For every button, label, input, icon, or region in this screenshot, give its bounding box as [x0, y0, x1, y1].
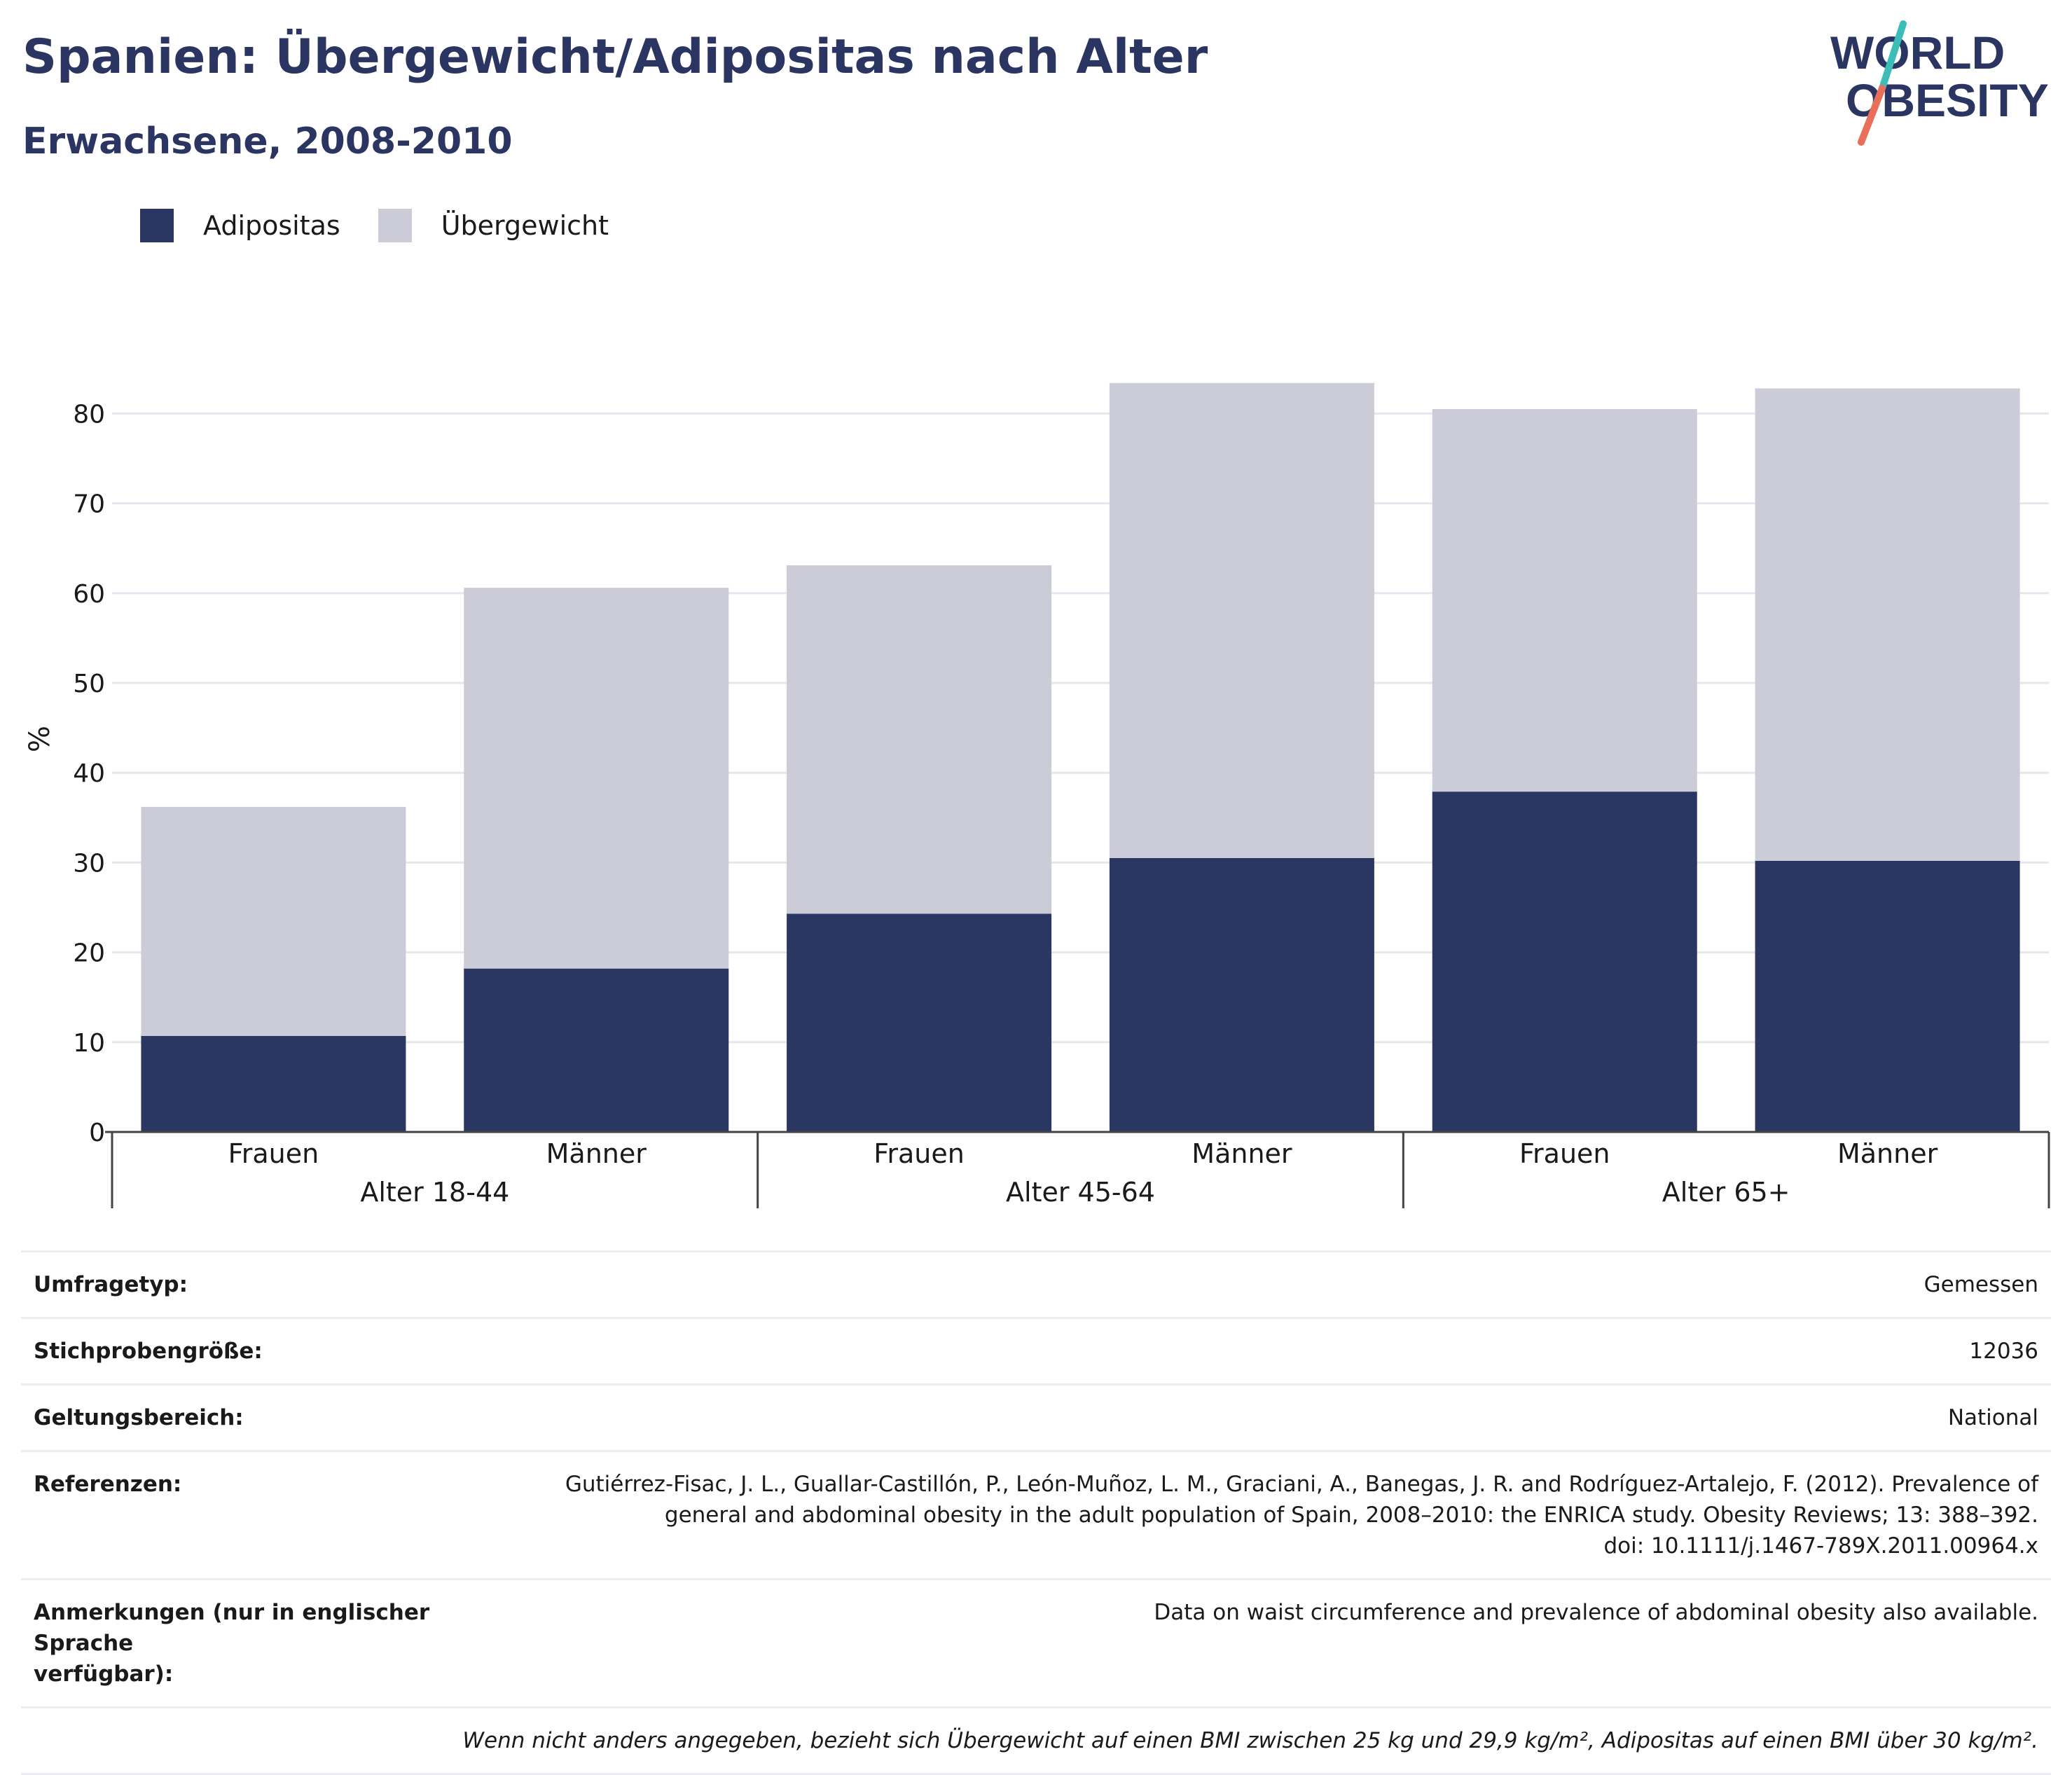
stacked-bar-chart: 0 10 20 30 40 50 60 70 80% Frauen Männer Frauen Männ… — [24, 382, 2050, 1208]
meta-key: Umfragetyp: — [21, 1250, 524, 1318]
legend-item-overweight[interactable]: Übergewicht — [378, 209, 609, 242]
group-label: Alter 45-64 — [1006, 1177, 1155, 1208]
y-tick-label: 0 — [89, 1119, 105, 1147]
bar-obesity — [141, 1035, 406, 1132]
meta-row-references: Referenzen: Gutiérrez-Fisac, J. L., Gual… — [21, 1450, 2051, 1580]
meta-row-footnote: Wenn nicht anders angegeben, bezieht sic… — [21, 1706, 2051, 1775]
meta-key-line: verfügbar): — [34, 1662, 174, 1687]
bar-overweight — [1755, 388, 2020, 861]
y-axis-label: % — [24, 726, 56, 752]
meta-key-notes: Anmerkungen (nur in englischer Sprache v… — [21, 1578, 524, 1708]
y-tick-label: 30 — [73, 849, 105, 878]
x-tick-label: Frauen — [1519, 1138, 1610, 1169]
world-obesity-logo: WORLD OBESITY — [1830, 20, 2049, 146]
reference-doi[interactable]: doi: 10.1111/j.1467-789X.2011.00964.x — [1603, 1533, 2038, 1559]
bar-overweight — [464, 588, 729, 969]
meta-row-survey-type: Umfragetyp: Gemessen — [21, 1250, 2051, 1318]
legend-label-overweight: Übergewicht — [441, 210, 609, 241]
meta-key-line: Anmerkungen (nur in englischer Sprache — [34, 1600, 430, 1656]
logo-slash-coral — [1858, 85, 1886, 146]
bar-overweight — [787, 565, 1052, 914]
logo-slash-teal — [1879, 20, 1907, 92]
legend-swatch-obesity — [140, 209, 174, 242]
y-tick-label: 60 — [73, 580, 105, 609]
meta-value: National — [524, 1383, 2051, 1451]
meta-value: Data on waist circumference and prevalen… — [524, 1578, 2051, 1708]
meta-row-sample-size: Stichprobengröße: 12036 — [21, 1317, 2051, 1385]
meta-key: Referenzen: — [21, 1450, 524, 1580]
bar-overweight — [1432, 408, 1697, 792]
page-subtitle: Erwachsene, 2008-2010 — [22, 120, 513, 163]
group-label: Alter 65+ — [1662, 1177, 1790, 1208]
bar-obesity — [787, 913, 1052, 1132]
meta-row-scope: Geltungsbereich: National — [21, 1383, 2051, 1451]
metadata-table: Umfragetyp: Gemessen Stichprobengröße: 1… — [21, 1250, 2051, 1775]
page-title: Spanien: Übergewicht/Adipositas nach Alt… — [22, 29, 1208, 85]
meta-value: 12036 — [524, 1317, 2051, 1385]
y-tick-label: 40 — [73, 759, 105, 788]
y-tick-label: 50 — [73, 670, 105, 698]
footnote: Wenn nicht anders angegeben, bezieht sic… — [21, 1706, 2051, 1775]
meta-row-notes: Anmerkungen (nur in englischer Sprache v… — [21, 1578, 2051, 1708]
bar-overweight — [1109, 382, 1374, 858]
bar-obesity — [464, 968, 729, 1132]
y-tick-label: 10 — [73, 1029, 105, 1058]
y-tick-label: 80 — [73, 400, 105, 429]
group-label: Alter 18-44 — [360, 1177, 509, 1208]
y-tick-label: 20 — [73, 939, 105, 968]
x-tick-label: Männer — [1837, 1138, 1938, 1169]
x-tick-label: Frauen — [228, 1138, 319, 1169]
legend-swatch-overweight — [378, 209, 412, 242]
bar-obesity — [1109, 857, 1374, 1132]
y-tick-label: 70 — [73, 490, 105, 519]
meta-key: Stichprobengröße: — [21, 1317, 524, 1385]
x-tick-label: Männer — [546, 1138, 647, 1169]
meta-key: Geltungsbereich: — [21, 1383, 524, 1451]
reference-line: Gutiérrez-Fisac, J. L., Guallar-Castilló… — [565, 1472, 2038, 1497]
bar-overweight — [141, 806, 406, 1036]
x-tick-label: Frauen — [873, 1138, 965, 1169]
meta-value: Gemessen — [524, 1250, 2051, 1318]
meta-value-references: Gutiérrez-Fisac, J. L., Guallar-Castilló… — [524, 1450, 2051, 1580]
logo-text-world: WORLD — [1830, 27, 2005, 78]
bar-obesity — [1755, 860, 2020, 1132]
reference-line: general and abdominal obesity in the adu… — [664, 1503, 2038, 1528]
legend-item-obesity[interactable]: Adipositas — [140, 209, 340, 242]
chart-legend: Adipositas Übergewicht — [140, 209, 647, 242]
x-tick-label: Männer — [1192, 1138, 1292, 1169]
legend-label-obesity: Adipositas — [203, 210, 340, 241]
bar-obesity — [1432, 792, 1697, 1132]
